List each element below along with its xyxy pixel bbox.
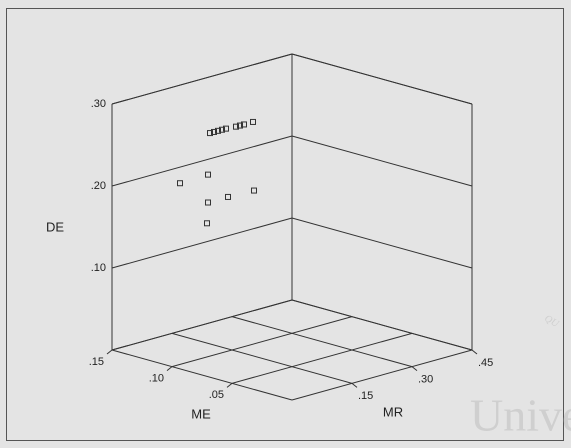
- floor-grid-line: [231, 316, 413, 368]
- x-tick: [166, 366, 173, 372]
- watermark: Unive: [470, 390, 571, 441]
- point: [205, 171, 211, 178]
- point: [237, 122, 243, 129]
- wall-grid-line: [291, 53, 473, 105]
- wall-grid-line: [111, 135, 293, 187]
- y-tick: [411, 366, 418, 372]
- point: [215, 127, 221, 134]
- point: [251, 187, 257, 194]
- y-tick-label: .30: [418, 374, 433, 386]
- y-tick: [471, 349, 478, 355]
- y-tick-label: .45: [478, 357, 493, 369]
- point: [219, 126, 225, 133]
- z-tick-label: .30: [91, 98, 106, 110]
- z-tick-label: .20: [91, 180, 106, 192]
- wall-grid-line: [291, 135, 473, 187]
- floor-grid-line: [291, 299, 473, 351]
- y-axis-label: MR: [383, 404, 403, 419]
- point: [223, 125, 229, 132]
- y-tick-label: .15: [358, 390, 373, 402]
- floor-edge: [111, 349, 293, 401]
- floor-grid-line: [171, 316, 353, 368]
- point: [233, 123, 239, 130]
- point: [225, 193, 231, 200]
- floor-edge: [291, 349, 473, 401]
- floor-grid-line: [171, 332, 353, 384]
- z-tick-label: .10: [91, 262, 106, 274]
- point: [241, 121, 247, 128]
- point: [177, 180, 183, 187]
- x-tick-label: .05: [209, 389, 224, 401]
- x-tick: [226, 382, 233, 388]
- wall-grid-line: [291, 217, 473, 269]
- frame: [6, 8, 564, 441]
- wall-grid-line: [111, 53, 293, 105]
- x-axis-label: ME: [191, 406, 211, 421]
- z-axis-label: DE: [46, 219, 64, 234]
- point: [211, 128, 217, 135]
- floor-grid-line: [231, 332, 413, 384]
- x-tick: [106, 349, 113, 355]
- point: [207, 130, 213, 137]
- wall-grid-line: [111, 217, 293, 269]
- x-tick-label: .10: [149, 373, 164, 385]
- point: [250, 118, 256, 125]
- y-tick: [351, 382, 358, 388]
- floor-grid-line: [111, 299, 293, 351]
- point: [205, 199, 211, 206]
- x-tick-label: .15: [89, 356, 104, 368]
- point: [204, 220, 210, 227]
